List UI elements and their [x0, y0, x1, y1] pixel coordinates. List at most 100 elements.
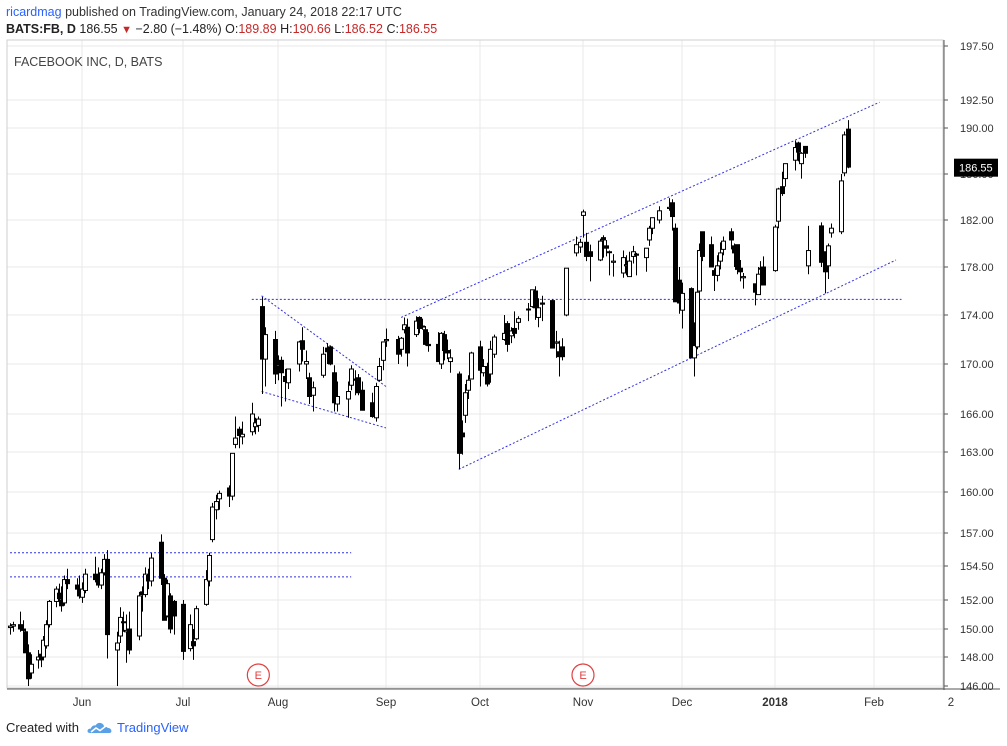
trend-line [458, 259, 897, 470]
candle-body [346, 391, 351, 400]
earnings-label: E [255, 670, 262, 682]
candle [780, 171, 785, 196]
last-price-label: 186.55 [959, 163, 993, 175]
candle [297, 340, 302, 372]
tradingview-brand-link[interactable]: TradingView [116, 720, 189, 735]
candle-body [647, 227, 652, 241]
x-tick-label: Feb [864, 697, 884, 709]
candle [370, 392, 375, 418]
created-with-text: Created with [6, 720, 79, 735]
trendline-drawings [10, 101, 902, 578]
candle-body [328, 346, 333, 365]
candle [557, 340, 562, 377]
candle-body [121, 621, 126, 624]
candle [604, 239, 609, 257]
candle-body [780, 186, 785, 195]
candle-body [426, 343, 431, 347]
candle-body [488, 348, 493, 375]
candle [680, 282, 685, 329]
candle-body [118, 616, 123, 637]
candle [181, 600, 186, 660]
trend-line [261, 295, 387, 387]
candle [657, 206, 662, 224]
last-price-box [954, 158, 998, 177]
publisher-username[interactable]: ricardmag [6, 5, 62, 19]
candle-body [588, 251, 593, 257]
candle [233, 416, 238, 449]
candle [554, 330, 559, 358]
candle [650, 217, 655, 235]
candle [677, 267, 682, 314]
candle-body [273, 339, 278, 375]
candle [256, 416, 261, 432]
chart-title: FACEBOOK INC, D, BATS [14, 55, 162, 69]
publisher-line: ricardmag published on TradingView.com, … [6, 4, 402, 21]
candle-body [607, 251, 612, 254]
candle-body [773, 226, 778, 272]
candle [560, 338, 565, 361]
candle-body [8, 625, 13, 629]
last-price: 186.55 [79, 22, 118, 36]
candle [374, 382, 379, 422]
candle-body [650, 217, 655, 229]
candle-body [300, 340, 305, 350]
candle [492, 334, 497, 358]
candle-body [756, 273, 761, 296]
candle-body [578, 241, 583, 248]
candle-body [689, 288, 694, 359]
tradingview-logo-icon[interactable] [87, 720, 113, 736]
candle-body [18, 624, 23, 630]
candle [93, 556, 98, 583]
candle-body [644, 247, 649, 259]
candle [194, 605, 199, 641]
candle-body [741, 276, 746, 279]
candle-body [721, 240, 726, 250]
candle [29, 654, 34, 679]
candle-body [335, 396, 340, 405]
candle-body [143, 573, 148, 596]
candle [469, 351, 474, 380]
candle [485, 362, 490, 387]
candle-body [207, 554, 212, 582]
candle [673, 223, 678, 303]
candle [423, 326, 428, 346]
candle-body [423, 329, 428, 345]
candle [18, 611, 23, 632]
y-tick-label: 197.50 [960, 41, 994, 53]
candle-body [99, 572, 104, 586]
open-value: 189.89 [238, 22, 277, 36]
candle-body [466, 379, 471, 391]
candle [457, 371, 462, 470]
candle-body [23, 631, 28, 654]
candle [634, 252, 639, 276]
candle-body [584, 241, 589, 257]
candle [581, 209, 586, 238]
candle [466, 375, 471, 399]
candle [478, 340, 483, 387]
candle-body [83, 573, 88, 591]
candle [488, 340, 493, 383]
candle [279, 356, 284, 407]
candle-body [21, 628, 26, 631]
candle-body [29, 663, 34, 674]
candle-body [829, 227, 834, 234]
y-tick-label: 192.50 [960, 95, 994, 107]
y-tick-label: 160.00 [960, 487, 994, 499]
candle-body [601, 237, 606, 241]
candle-body [469, 352, 474, 380]
candle [584, 232, 589, 262]
candle-body [188, 624, 193, 650]
candle [204, 570, 209, 606]
candle [601, 235, 606, 258]
candle-body [718, 252, 723, 262]
candle-body [677, 279, 682, 304]
candle [627, 251, 632, 278]
candle [381, 341, 386, 371]
candle [127, 611, 132, 655]
candle [550, 299, 555, 349]
candle [842, 131, 847, 177]
candle-body [417, 316, 422, 329]
x-tick-label: Oct [471, 697, 490, 709]
y-tick-label: 182.00 [960, 215, 994, 227]
